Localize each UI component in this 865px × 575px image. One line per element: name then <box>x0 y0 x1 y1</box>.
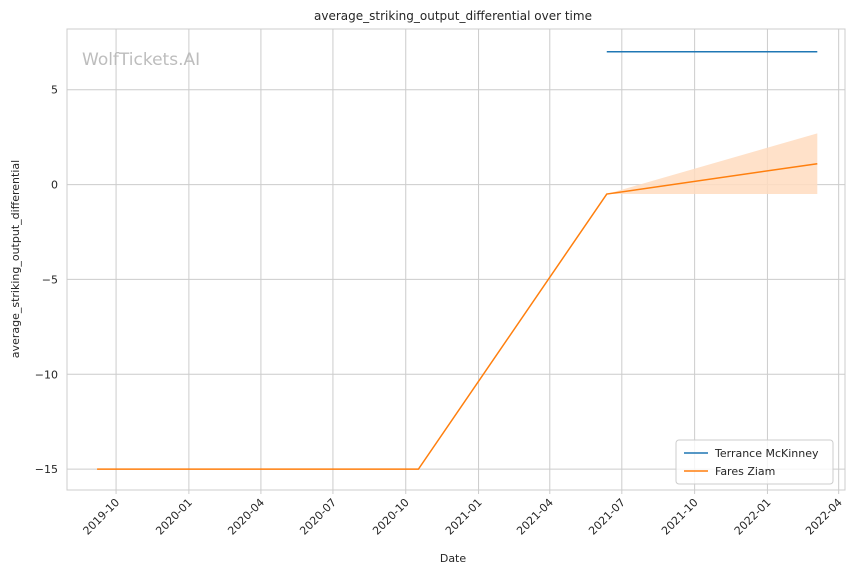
y-tick-label: 5 <box>51 84 58 97</box>
x-tick-label: 2021-10 <box>659 496 701 538</box>
x-tick-label: 2019-10 <box>80 496 122 538</box>
y-axis-label: average_striking_output_differential <box>9 160 22 358</box>
y-tick-label: −10 <box>35 368 58 381</box>
legend-label-terrance-mckinney: Terrance McKinney <box>714 447 819 460</box>
watermark: WolfTickets.AI <box>82 50 200 70</box>
x-tick-label: 2020-10 <box>370 496 412 538</box>
y-tick-label: −15 <box>35 463 58 476</box>
x-tick-label: 2021-04 <box>514 496 556 538</box>
x-tick-label: 2022-04 <box>803 496 845 538</box>
y-tick-label: 0 <box>51 179 58 192</box>
chart-title: average_striking_output_differential ove… <box>314 9 592 23</box>
x-tick-label: 2021-07 <box>586 496 628 538</box>
plot-area <box>67 29 845 490</box>
y-axis-ticks: 5 0 −5 −10 −15 <box>35 84 58 476</box>
legend-label-fares-ziam: Fares Ziam <box>715 465 775 478</box>
x-tick-label: 2022-01 <box>732 496 774 538</box>
x-axis-label: Date <box>440 552 467 565</box>
x-tick-label: 2021-01 <box>443 496 485 538</box>
y-tick-label: −5 <box>42 273 58 286</box>
x-tick-label: 2020-01 <box>153 496 195 538</box>
x-tick-label: 2020-04 <box>225 496 267 538</box>
legend: Terrance McKinney Fares Ziam <box>676 440 833 484</box>
x-tick-label: 2020-07 <box>297 496 339 538</box>
x-axis-ticks: 2019-10 2020-01 2020-04 2020-07 2020-10 2021-… <box>80 490 844 538</box>
